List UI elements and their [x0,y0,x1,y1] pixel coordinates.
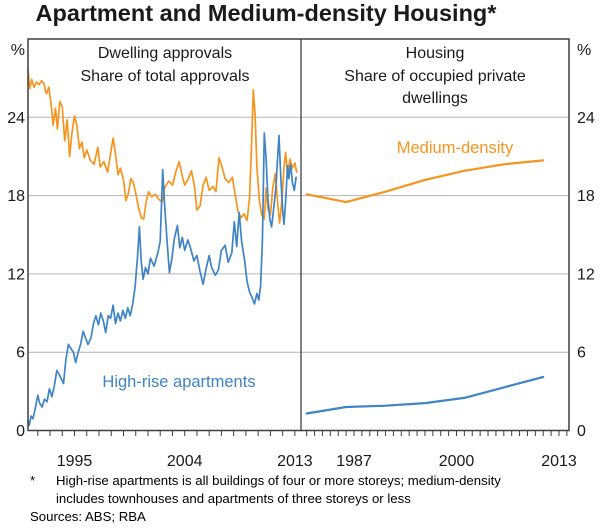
plot-frame [27,38,570,432]
x-tick-label: 2000 [439,453,475,470]
series-high-rise-apartments [305,375,545,415]
y-tick-label: 6 [16,345,25,362]
right-panel-title: Housing [405,45,465,62]
footnote-marker: * [30,473,36,488]
chart-title: Apartment and Medium-density Housing* [35,0,497,26]
series-label-medium-density: Medium-density [396,139,514,157]
series-label-high-rise-apartments: High-rise apartments [102,373,256,391]
series-medium-density [305,159,545,204]
y-tick-label: 0 [16,423,25,440]
y-axis-unit: % [11,42,25,59]
y-tick-label: 6 [577,345,586,362]
y-tick-label: 24 [577,110,595,127]
y-tick-label: 18 [7,188,25,205]
x-tick-label: 1987 [336,453,372,470]
left-panel-title: Dwelling approvals [97,45,233,62]
x-tick-label: 2004 [167,453,203,470]
series-medium-density [27,69,298,224]
y-tick-label: 0 [577,423,586,440]
left-panel-subtitle: Share of total approvals [80,68,250,85]
y-tick-label: 12 [7,266,25,283]
x-tick-label: 2013 [541,453,577,470]
series-high-rise-apartments [27,132,297,427]
x-tick-label: 1995 [57,453,93,470]
right-panel-subtitle: Share of occupied private dwellings [344,68,526,107]
sources-line: Sources: ABS; RBA [30,509,146,524]
y-axis-unit: % [577,42,591,59]
y-tick-label: 24 [7,110,25,127]
footnote-line-2: includes townhouses and apartments of th… [56,491,411,506]
footnote-line-1: High-rise apartments is all buildings of… [56,473,501,488]
y-tick-label: 12 [577,266,595,283]
y-tick-label: 18 [577,188,595,205]
x-tick-label: 2013 [277,453,313,470]
